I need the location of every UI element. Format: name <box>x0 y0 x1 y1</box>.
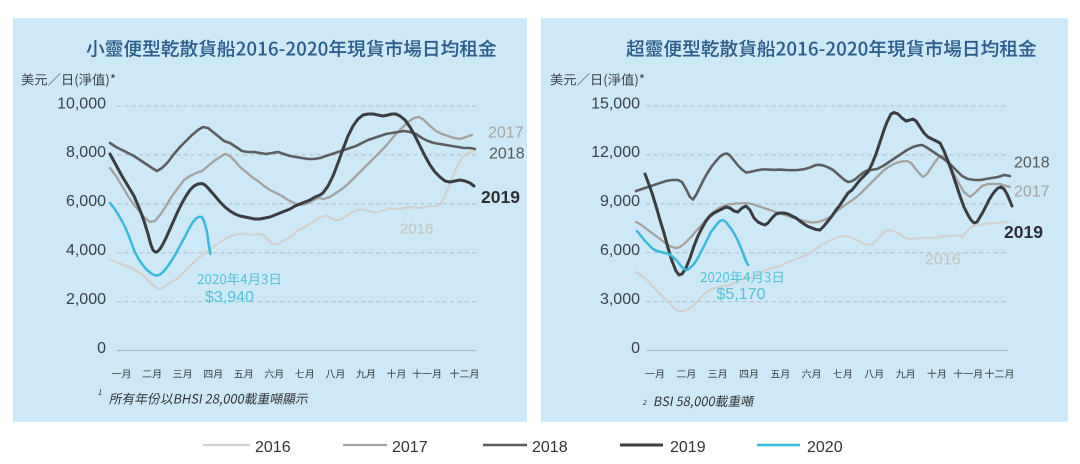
svg-text:2019: 2019 <box>670 439 706 456</box>
svg-text:2018: 2018 <box>1014 155 1050 172</box>
svg-text:$5,170: $5,170 <box>717 286 766 303</box>
svg-text:6,000: 6,000 <box>600 242 640 259</box>
svg-text:2016: 2016 <box>255 439 291 456</box>
svg-text:2017: 2017 <box>392 439 428 456</box>
svg-text:2017: 2017 <box>1014 184 1050 201</box>
svg-text:4,000: 4,000 <box>66 242 106 259</box>
svg-text:2,000: 2,000 <box>66 291 106 308</box>
svg-text:2017: 2017 <box>488 125 524 142</box>
svg-text:$3,940: $3,940 <box>205 289 254 306</box>
svg-text:2016: 2016 <box>925 252 961 269</box>
svg-text:12,000: 12,000 <box>591 144 640 161</box>
svg-text:9,000: 9,000 <box>600 193 640 210</box>
svg-text:2019: 2019 <box>481 187 520 207</box>
svg-text:0: 0 <box>97 340 106 357</box>
svg-text:2018: 2018 <box>489 146 525 163</box>
svg-text:15,000: 15,000 <box>591 95 640 112</box>
svg-text:2018: 2018 <box>532 439 568 456</box>
svg-text:2016: 2016 <box>400 221 433 238</box>
svg-text:0: 0 <box>631 340 640 357</box>
svg-text:3,000: 3,000 <box>600 291 640 308</box>
svg-text:2019: 2019 <box>1004 222 1043 242</box>
svg-text:6,000: 6,000 <box>66 193 106 210</box>
svg-text:8,000: 8,000 <box>66 144 106 161</box>
svg-text:2020: 2020 <box>807 439 843 456</box>
svg-text:10,000: 10,000 <box>57 95 106 112</box>
